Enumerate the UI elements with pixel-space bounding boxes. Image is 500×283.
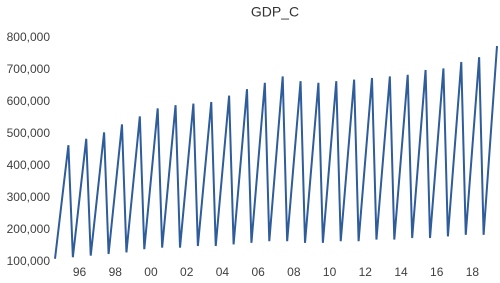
x-tick-label: 08 — [287, 265, 301, 279]
x-tick-label: 12 — [359, 265, 373, 279]
y-tick-label: 200,000 — [7, 222, 51, 236]
x-tick-label: 10 — [323, 265, 337, 279]
x-tick-label: 96 — [73, 265, 87, 279]
y-tick-label: 800,000 — [7, 30, 51, 44]
x-tick-label: 16 — [430, 265, 444, 279]
data-line — [54, 45, 498, 259]
x-tick-label: 04 — [216, 265, 230, 279]
y-tick-label: 500,000 — [7, 126, 51, 140]
y-tick-label: 100,000 — [7, 254, 51, 268]
y-tick-label: 700,000 — [7, 62, 51, 76]
x-tick-label: 06 — [251, 265, 265, 279]
y-tick-label: 400,000 — [7, 158, 51, 172]
y-tick-label: 600,000 — [7, 94, 51, 108]
x-tick-label: 14 — [394, 265, 408, 279]
x-tick-label: 18 — [466, 265, 480, 279]
x-tick-label: 00 — [144, 265, 158, 279]
y-tick-label: 300,000 — [7, 190, 51, 204]
x-tick-label: 98 — [109, 265, 123, 279]
chart-title: GDP_C — [251, 4, 299, 20]
x-tick-label: 02 — [180, 265, 194, 279]
